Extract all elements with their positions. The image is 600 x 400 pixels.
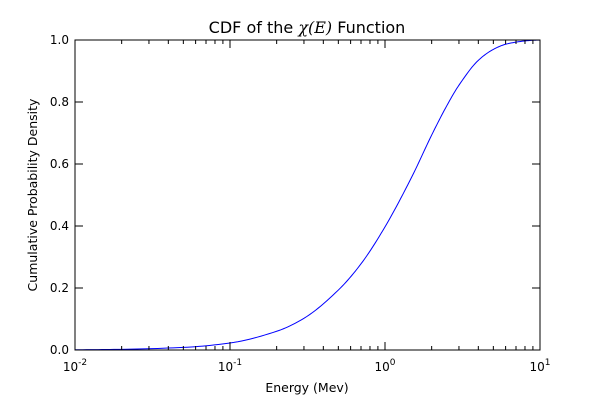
x-tick-label-exponent: -2 — [78, 358, 87, 368]
x-tick-label-base: 10 — [218, 360, 233, 374]
x-axis-title: Energy (Mev) — [265, 380, 348, 395]
x-tick-label-exponent: 1 — [545, 358, 551, 368]
y-tick-label: 0.0 — [50, 343, 69, 357]
x-tick-label: 10-1 — [218, 358, 242, 374]
chart-title-suffix: Function — [332, 18, 405, 37]
y-tick-label: 0.4 — [50, 219, 69, 233]
y-tick-label: 0.6 — [50, 157, 69, 171]
x-tick-label: 100 — [374, 358, 395, 374]
x-tick-label: 10-2 — [63, 358, 87, 374]
x-tick-label-exponent: -1 — [233, 358, 242, 368]
y-axis-title: Cumulative Probability Density — [25, 98, 40, 291]
plot-frame — [74, 39, 541, 351]
y-tick-label: 1.0 — [50, 33, 69, 47]
chart-title: CDF of the χ(E) Function — [209, 18, 406, 37]
y-tick-label: 0.2 — [50, 281, 69, 295]
x-tick-label-base: 10 — [374, 360, 389, 374]
x-tick-label-base: 10 — [63, 360, 78, 374]
chart-title-prefix: CDF of the — [209, 18, 299, 37]
x-tick-label: 101 — [529, 358, 550, 374]
plot-area — [74, 39, 541, 351]
x-tick-label-base: 10 — [529, 360, 544, 374]
x-tick-label-exponent: 0 — [390, 358, 396, 368]
y-tick-label: 0.8 — [50, 95, 69, 109]
chart-title-math: χ(E) — [297, 18, 332, 37]
series-line-0 — [74, 39, 541, 351]
